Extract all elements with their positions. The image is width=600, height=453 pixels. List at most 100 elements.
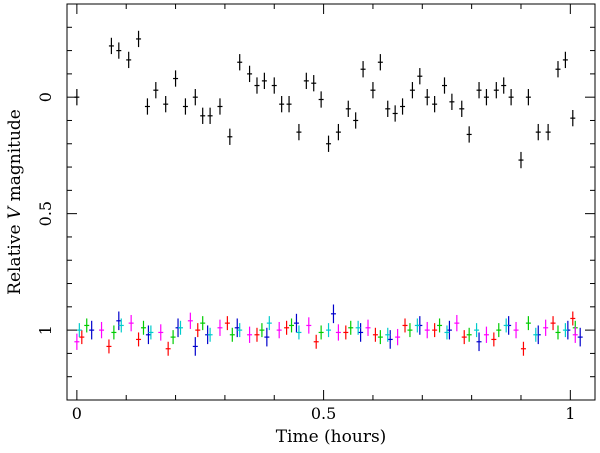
data-point: [355, 320, 361, 335]
data-point: [286, 96, 292, 113]
data-point: [254, 77, 260, 94]
data-point: [266, 316, 272, 331]
data-point: [377, 330, 383, 345]
data-point: [148, 325, 154, 340]
y-axis-label-prefix: Relative: [5, 219, 25, 295]
data-point: [296, 123, 302, 141]
y-axis-label-suffix: magnitude: [5, 109, 25, 207]
plot-frame: [66, 3, 596, 401]
data-point: [441, 77, 447, 94]
data-point: [402, 318, 408, 333]
series-4: [76, 316, 568, 342]
data-point: [365, 319, 371, 336]
data-point: [372, 327, 378, 342]
data-point: [254, 327, 260, 342]
data-point: [276, 321, 282, 339]
data-point: [525, 89, 531, 106]
series-3: [89, 304, 583, 356]
x-axis-label: Time (hours): [276, 427, 387, 447]
data-point: [466, 126, 472, 143]
data-point: [474, 323, 480, 338]
x-tick-label: 0: [72, 404, 82, 423]
data-point: [392, 105, 398, 122]
data-point: [503, 318, 509, 333]
data-point: [326, 135, 332, 152]
data-point: [140, 320, 146, 335]
data-point: [237, 323, 243, 338]
data-point: [525, 316, 531, 331]
data-point: [545, 123, 551, 141]
data-point: [311, 75, 317, 92]
data-point: [264, 327, 270, 347]
data-point: [128, 314, 134, 332]
data-point: [234, 318, 240, 338]
data-point: [461, 330, 467, 345]
data-point: [370, 82, 376, 99]
chart-marks: [74, 30, 583, 356]
data-point: [158, 324, 164, 341]
data-point: [99, 321, 105, 339]
data-point: [192, 337, 198, 356]
data-point: [207, 327, 213, 342]
data-point: [136, 332, 142, 347]
data-point: [192, 89, 198, 106]
data-point: [543, 319, 549, 336]
y-tick-label: 0.5: [36, 201, 55, 226]
data-point: [335, 123, 341, 141]
data-point: [432, 96, 438, 113]
data-point: [493, 82, 499, 99]
data-point: [284, 320, 290, 335]
data-point: [271, 77, 277, 94]
data-point: [296, 325, 302, 340]
data-point: [417, 68, 423, 85]
data-point: [535, 123, 541, 141]
data-point: [144, 98, 150, 115]
x-tick-label: 1: [565, 404, 575, 423]
data-point: [533, 327, 539, 342]
data-point: [345, 100, 351, 117]
data-point: [432, 323, 438, 338]
data-point: [306, 317, 312, 334]
data-point: [165, 341, 171, 356]
data-point: [200, 107, 206, 124]
data-point: [187, 312, 193, 329]
data-point: [353, 112, 359, 129]
series-0: [74, 30, 576, 169]
data-point: [444, 325, 450, 340]
data-point: [76, 323, 82, 338]
data-point: [570, 311, 576, 326]
data-point: [491, 332, 497, 347]
data-point: [476, 82, 482, 99]
data-point: [136, 30, 142, 48]
data-point: [84, 318, 90, 333]
data-point: [459, 100, 465, 117]
data-point: [200, 316, 206, 331]
data-point: [79, 330, 85, 345]
data-point: [116, 311, 122, 331]
data-point: [182, 98, 188, 115]
data-point: [195, 323, 201, 338]
data-point: [177, 320, 183, 335]
data-point: [446, 320, 452, 340]
data-point: [118, 318, 124, 333]
data-point: [385, 327, 391, 342]
data-point: [476, 332, 482, 352]
data-point: [145, 325, 151, 345]
y-tick-label: 1: [36, 325, 55, 335]
data-point: [313, 334, 319, 349]
data-point: [570, 109, 576, 127]
series-2: [84, 316, 578, 345]
data-point: [89, 320, 95, 340]
data-point: [247, 65, 253, 83]
data-point: [303, 72, 309, 90]
data-point: [217, 319, 223, 336]
data-point: [407, 323, 413, 338]
data-point: [261, 72, 267, 90]
data-point: [377, 54, 383, 71]
data-point: [293, 313, 299, 333]
data-point: [385, 100, 391, 117]
data-point: [74, 333, 80, 350]
data-point: [247, 326, 253, 343]
data-point: [520, 341, 526, 356]
